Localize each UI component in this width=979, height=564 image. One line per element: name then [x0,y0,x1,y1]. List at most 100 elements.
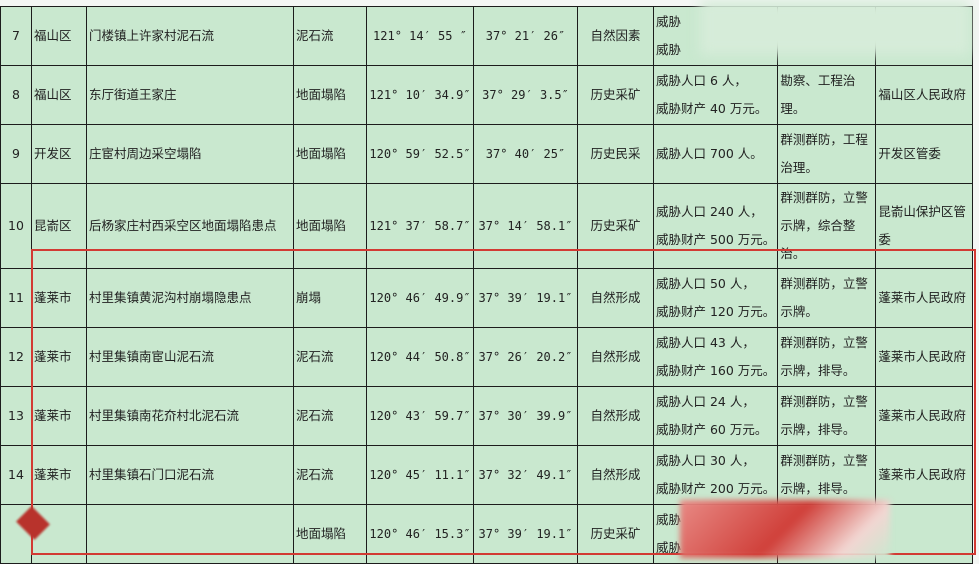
district-text: 蓬莱市 [34,290,72,305]
cell-row-number: 11 [0,268,32,328]
cell-district: 开发区 [31,124,87,184]
cell-authority: 昆嵛山保护区管委 [875,183,974,269]
measures-text: 群测群防，立警示牌，排导。 [780,394,868,437]
row-number-text: 9 [12,146,20,161]
cell-latitude: 37° 39′ 19.1″ [473,504,578,564]
cell-longitude: 120° 43′ 59.7″ [366,386,474,446]
cell-district: 蓬莱市 [31,386,87,446]
table-row: 7 福山区 门楼镇上许家村泥石流 泥石流 121° 14′ 55 ″ 37° 21′ 26… [0,6,974,66]
cell-district: 蓬莱市 [31,268,87,328]
cause-text: 自然因素 [590,28,641,43]
cell-cause: 历史民采 [577,124,654,184]
cell-latitude: 37° 29′ 3.5″ [473,65,578,125]
table-row: 12 蓬莱市 村里集镇南宦山泥石流 泥石流 120° 44′ 50.8″ 37° 26′ … [0,327,974,387]
latitude-text: 37° 40′ 25″ [485,147,566,161]
measures-text: 群测群防，立警示牌，综合整治。 [780,190,868,261]
longitude-text: 121° 37′ 58.7″ [369,219,471,233]
cell-measures: 群测群防，工程治理。 [777,124,877,184]
row-number-text: 12 [8,349,24,364]
cell-authority: 蓬莱市人民政府 [875,445,974,505]
district-text: 开发区 [34,146,72,161]
cell-longitude: 120° 59′ 52.5″ [366,124,474,184]
table-row: 8 福山区 东厅街道王家庄 地面塌陷 121° 10′ 34.9″ 37° 29′ 3.5… [0,65,974,125]
cell-hazard-type: 崩塌 [293,268,367,328]
cell-location: 村里集镇石门口泥石流 [86,445,294,505]
cell-threat: 威胁人口 700 人。 [652,124,779,184]
cell-authority: 开发区管委 [875,124,974,184]
latitude-text: 37° 21′ 26″ [485,29,566,43]
table-row: 13 蓬莱市 村里集镇南花夼村北泥石流 泥石流 120° 43′ 59.7″ 37° 30… [0,386,974,446]
hazard-type-text: 地面塌陷 [296,146,347,161]
cell-latitude: 37° 26′ 20.2″ [473,327,578,387]
row-number-text: 14 [8,467,24,482]
latitude-text: 37° 39′ 19.1″ [478,291,573,305]
measures-text: 群测群防，工程治理。 [780,132,868,175]
cell-cause: 历史采矿 [577,504,654,564]
cell-authority: 蓬莱市人民政府 [875,268,974,328]
cell-authority: 蓬莱市人民政府 [875,327,974,387]
measures-text: 群测群防，立警示牌。 [780,276,868,319]
location-text: 东厅街道王家庄 [89,87,177,102]
district-text: 蓬莱市 [34,349,72,364]
hazard-type-text: 崩塌 [296,290,322,305]
cell-authority: 福山区人民政府 [875,65,974,125]
latitude-text: 37° 14′ 58.1″ [478,219,573,233]
cell-longitude: 120° 44′ 50.8″ [366,327,474,387]
latitude-text: 37° 29′ 3.5″ [482,88,569,102]
location-text: 庄宦村周边采空塌陷 [89,146,202,161]
threat-text: 威胁财产 500 万元。 [656,232,776,247]
cell-threat: 威胁人口 240 人， 威胁财产 500 万元。 [652,183,779,269]
cell-district: 昆嵛区 [31,183,87,269]
cell-cause: 自然形成 [577,327,654,387]
threat-text: 威胁人口 24 人， [656,394,755,409]
hazard-type-text: 地面塌陷 [296,87,347,102]
row-number-text: 7 [12,28,20,43]
cell-longitude: 121° 14′ 55 ″ [366,6,474,66]
cell-hazard-type: 泥石流 [293,445,367,505]
cell-longitude: 120° 46′ 49.9″ [366,268,474,328]
threat-text: 威胁财产 60 万元。 [656,422,768,437]
location-text: 村里集镇黄泥沟村崩塌隐患点 [89,290,252,305]
cell-location: 后杨家庄村西采空区地面塌陷患点 [86,183,294,269]
cause-text: 历史采矿 [590,218,641,233]
cell-hazard-type: 地面塌陷 [293,504,367,564]
hazard-table: 7 福山区 门楼镇上许家村泥石流泥石流 121° 14′ 55 ″ 37° 21′ 26… [0,6,974,564]
threat-text: 威胁人口 50 人， [656,276,755,291]
cell-row-number: 13 [0,386,32,446]
cell-measures: 群测群防，立警示牌，排导。 [777,445,877,505]
authority-text: 蓬莱市人民政府 [878,349,966,364]
cell-location: 村里集镇南宦山泥石流 [86,327,294,387]
cell-district: 福山区 [31,65,87,125]
latitude-text: 37° 30′ 39.9″ [478,409,573,423]
authority-text: 福山区人民政府 [878,87,966,102]
cell-row-number: 10 [0,183,32,269]
cell-row-number: 14 [0,445,32,505]
cell-location: 东厅街道王家庄 [86,65,294,125]
cell-hazard-type: 泥石流 [293,327,367,387]
threat-text: 威胁财产 160 万元。 [656,363,776,378]
blur-overlay [680,500,890,558]
cell-row-number: 9 [0,124,32,184]
district-text: 福山区 [34,87,72,102]
latitude-text: 37° 26′ 20.2″ [478,350,573,364]
cell-latitude: 37° 21′ 26″ [473,6,578,66]
cell-longitude: 121° 37′ 58.7″ [366,183,474,269]
cell-latitude: 37° 32′ 49.1″ [473,445,578,505]
latitude-text: 37° 39′ 19.1″ [478,527,573,541]
cell-threat: 威胁人口 50 人， 威胁财产 120 万元。 [652,268,779,328]
cell-location: 门楼镇上许家村泥石流 [86,6,294,66]
authority-text: 蓬莱市人民政府 [878,290,966,305]
threat-text: 威胁人口 700 人。 [656,146,763,161]
longitude-text: 121° 10′ 34.9″ [369,88,471,102]
cell-threat: 威胁人口 6 人， 威胁财产 40 万元。 [652,65,779,125]
threat-text: 威胁人口 240 人， [656,204,763,219]
cell-hazard-type: 地面塌陷 [293,65,367,125]
cell-latitude: 37° 40′ 25″ [473,124,578,184]
cell-district: 蓬莱市 [31,445,87,505]
authority-text: 开发区管委 [878,146,941,161]
cell-location [86,504,294,564]
cell-location: 庄宦村周边采空塌陷 [86,124,294,184]
hazard-type-text: 泥石流 [296,467,334,482]
cell-district: 蓬莱市 [31,327,87,387]
row-number-text: 10 [8,218,24,233]
